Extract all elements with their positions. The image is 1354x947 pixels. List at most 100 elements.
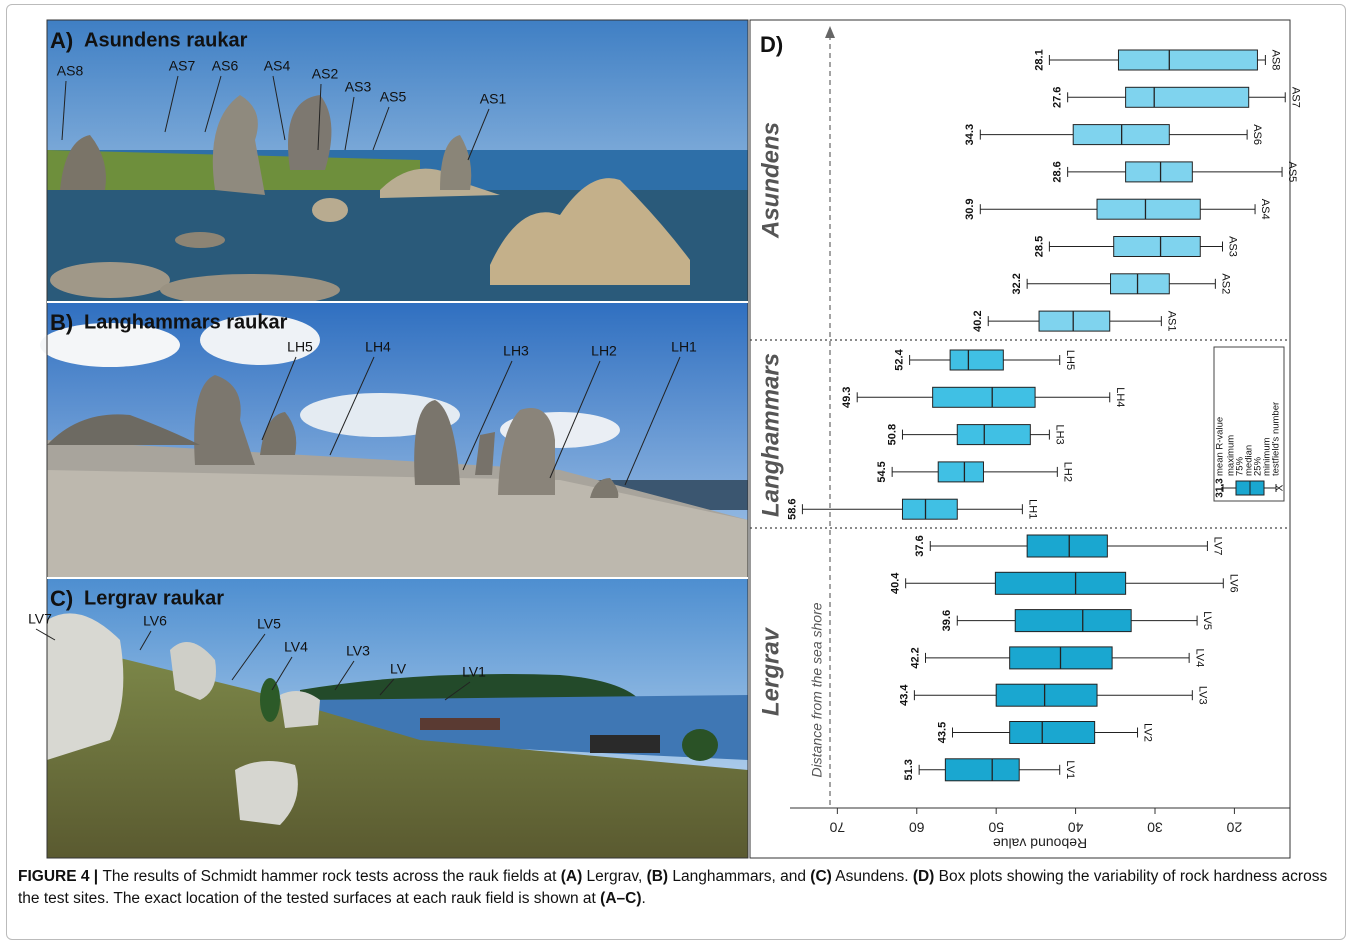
panel-letter: B) xyxy=(50,310,73,335)
box-name: LV5 xyxy=(1201,611,1213,630)
box xyxy=(933,387,1035,407)
caption-text: . xyxy=(642,890,646,907)
box-name: AS6 xyxy=(1251,124,1263,145)
caption-text: (B) xyxy=(647,868,669,885)
mean-label: 40.2 xyxy=(972,310,984,331)
box xyxy=(1126,87,1249,107)
box xyxy=(996,684,1097,706)
box xyxy=(1027,535,1107,557)
box xyxy=(1039,311,1110,331)
box-name: LH1 xyxy=(1026,499,1038,519)
site-label: LH1 xyxy=(671,339,697,355)
mean-label: 27.6 xyxy=(1052,87,1064,108)
panel-letter: C) xyxy=(50,586,73,611)
panel-title: Langhammars raukar xyxy=(84,311,288,333)
x-tick-label: 40 xyxy=(1068,819,1084,835)
site-label: AS5 xyxy=(380,89,407,105)
box xyxy=(1118,50,1257,70)
site-label: LH3 xyxy=(503,343,529,359)
photo-a xyxy=(47,20,748,306)
caption-text: (A) xyxy=(561,868,583,885)
chart-title: D) xyxy=(760,32,783,57)
box xyxy=(950,350,1003,370)
site-label: AS7 xyxy=(169,58,196,74)
mean-label: 28.1 xyxy=(1033,49,1045,70)
caption-text: Langhammars, and xyxy=(668,868,810,885)
mean-label: 43.4 xyxy=(898,684,910,706)
box xyxy=(1010,722,1095,744)
mean-label: 28.5 xyxy=(1033,236,1045,257)
mean-label: 51.3 xyxy=(903,759,915,780)
box-name: LV2 xyxy=(1142,723,1154,742)
site-label: LV6 xyxy=(143,613,167,629)
panel-title: Asundens raukar xyxy=(84,29,248,51)
box xyxy=(1114,237,1201,257)
panel-letter: A) xyxy=(50,28,73,53)
box-name: LV4 xyxy=(1193,649,1205,668)
box xyxy=(1111,274,1170,294)
box-name: AS8 xyxy=(1269,50,1281,71)
box-name: LH3 xyxy=(1053,425,1065,445)
box-name: AS5 xyxy=(1286,162,1298,183)
site-label: LV5 xyxy=(257,616,281,632)
x-tick-label: 60 xyxy=(909,819,925,835)
mean-label: 39.6 xyxy=(941,610,953,631)
group-label: Langhammars xyxy=(757,353,784,517)
box-name: AS1 xyxy=(1165,311,1177,332)
box xyxy=(902,499,957,519)
site-label: AS8 xyxy=(57,63,84,79)
caption-text: (C) xyxy=(810,868,832,885)
mean-label: 58.6 xyxy=(786,498,798,519)
site-label: LH2 xyxy=(591,343,617,359)
mean-label: 30.9 xyxy=(964,198,976,219)
caption-text: (A–C) xyxy=(600,890,641,907)
figure-caption: FIGURE 4 | The results of Schmidt hammer… xyxy=(18,866,1328,910)
x-tick-label: 70 xyxy=(829,819,845,835)
arrow-label: Distance from the sea shore xyxy=(809,602,825,777)
x-tick-label: 50 xyxy=(988,819,1004,835)
mean-label: 54.5 xyxy=(876,461,888,482)
box-name: AS4 xyxy=(1259,199,1271,220)
mean-label: 37.6 xyxy=(914,535,926,556)
site-label: LV7 xyxy=(28,611,52,627)
site-label: LH4 xyxy=(365,339,391,355)
site-label: LV1 xyxy=(462,664,486,680)
box-name: LV3 xyxy=(1196,686,1208,705)
x-tick-label: 30 xyxy=(1147,819,1163,835)
mean-label: 49.3 xyxy=(841,387,853,408)
box-name: AS7 xyxy=(1289,87,1301,108)
box-name: AS3 xyxy=(1227,236,1239,257)
box-name: LV1 xyxy=(1064,760,1076,779)
mean-label: 40.4 xyxy=(890,572,902,594)
box xyxy=(938,462,983,482)
legend-name: X xyxy=(1275,484,1286,491)
site-label: AS2 xyxy=(312,66,339,82)
photo-b xyxy=(40,302,748,578)
caption-text: The results of Schmidt hammer rock tests… xyxy=(102,868,560,885)
x-axis-label: Rebound value xyxy=(993,835,1087,851)
mean-label: 34.3 xyxy=(964,124,976,145)
box-name: LH5 xyxy=(1064,350,1076,370)
box-name: AS2 xyxy=(1219,273,1231,294)
site-label: LV4 xyxy=(284,639,308,655)
mean-label: 43.5 xyxy=(936,722,948,743)
mean-label: 28.6 xyxy=(1052,161,1064,182)
mean-label: 52.4 xyxy=(894,348,906,370)
legend-label: testfield's number xyxy=(1271,402,1282,476)
legend-label: mean R-value xyxy=(1215,417,1226,476)
caption-text: Asundens. xyxy=(832,868,913,885)
mean-label: 50.8 xyxy=(886,424,898,445)
site-label: AS3 xyxy=(345,79,372,95)
box xyxy=(957,425,1030,445)
panel-title: Lergrav raukar xyxy=(84,587,224,609)
group-label: Asundens xyxy=(757,122,784,239)
box-name: LH2 xyxy=(1061,462,1073,482)
group-label: Lergrav xyxy=(757,626,784,716)
caption-text: Lergrav, xyxy=(582,868,646,885)
site-label: AS1 xyxy=(480,91,507,107)
mean-label: 42.2 xyxy=(909,647,921,668)
site-label: LH5 xyxy=(287,339,313,355)
site-label: AS6 xyxy=(212,58,239,74)
site-label: AS4 xyxy=(264,58,291,74)
box xyxy=(1097,199,1200,219)
